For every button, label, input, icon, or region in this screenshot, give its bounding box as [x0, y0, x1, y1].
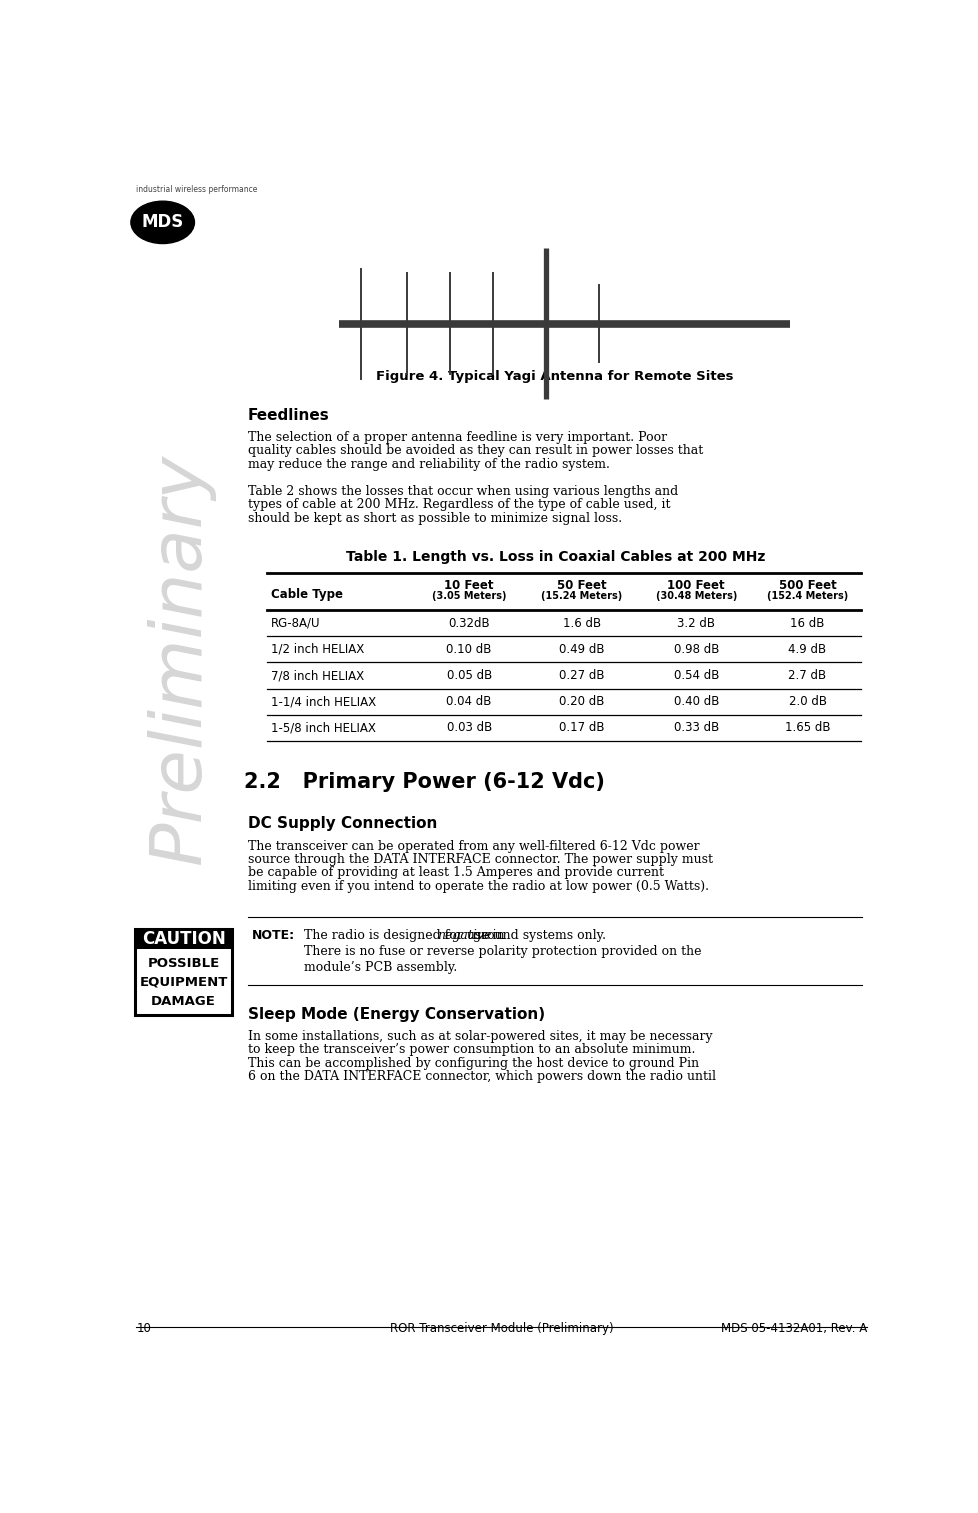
- Text: source through the DATA INTERFACE connector. The power supply must: source through the DATA INTERFACE connec…: [247, 853, 712, 865]
- Text: There is no fuse or reverse polarity protection provided on the: There is no fuse or reverse polarity pro…: [303, 946, 700, 958]
- Text: 100 Feet: 100 Feet: [667, 579, 725, 592]
- Text: should be kept as short as possible to minimize signal loss.: should be kept as short as possible to m…: [247, 511, 621, 525]
- Text: may reduce the range and reliability of the radio system.: may reduce the range and reliability of …: [247, 457, 609, 471]
- Ellipse shape: [131, 201, 195, 244]
- Text: Table 1. Length vs. Loss in Coaxial Cables at 200 MHz: Table 1. Length vs. Loss in Coaxial Cabl…: [345, 551, 764, 564]
- Text: MDS: MDS: [142, 213, 184, 231]
- Text: 1.6 dB: 1.6 dB: [562, 617, 600, 629]
- Text: 4.9 dB: 4.9 dB: [787, 643, 825, 655]
- Text: 0.33 dB: 0.33 dB: [673, 722, 718, 734]
- Text: (3.05 Meters): (3.05 Meters): [431, 592, 506, 601]
- Text: Cable Type: Cable Type: [271, 589, 343, 601]
- Text: 0.27 dB: 0.27 dB: [558, 669, 604, 682]
- Text: module’s PCB assembly.: module’s PCB assembly.: [303, 961, 457, 974]
- Text: In some installations, such as at solar-powered sites, it may be necessary: In some installations, such as at solar-…: [247, 1030, 712, 1042]
- Text: 1/2 inch HELIAX: 1/2 inch HELIAX: [271, 643, 364, 655]
- Text: 3.2 dB: 3.2 dB: [677, 617, 715, 629]
- Bar: [135, 929, 232, 949]
- Text: ground systems only.: ground systems only.: [468, 929, 605, 943]
- Text: 2.2   Primary Power (6-12 Vdc): 2.2 Primary Power (6-12 Vdc): [244, 772, 604, 791]
- Text: 0.04 dB: 0.04 dB: [446, 694, 491, 708]
- Text: 0.03 dB: 0.03 dB: [446, 722, 491, 734]
- Text: 7/8 inch HELIAX: 7/8 inch HELIAX: [271, 669, 364, 682]
- Text: (152.4 Meters): (152.4 Meters): [766, 592, 847, 601]
- Text: NOTE:: NOTE:: [251, 929, 294, 943]
- Text: ROR Transceiver Module (Preliminary): ROR Transceiver Module (Preliminary): [389, 1322, 613, 1334]
- Text: 10 Feet: 10 Feet: [444, 579, 493, 592]
- Text: Table 2 shows the losses that occur when using various lengths and: Table 2 shows the losses that occur when…: [247, 486, 678, 498]
- Text: to keep the transceiver’s power consumption to an absolute minimum.: to keep the transceiver’s power consumpt…: [247, 1042, 694, 1056]
- Text: limiting even if you intend to operate the radio at low power (0.5 Watts).: limiting even if you intend to operate t…: [247, 881, 708, 893]
- Text: Sleep Mode (Energy Conservation): Sleep Mode (Energy Conservation): [247, 1006, 545, 1021]
- Bar: [135, 929, 232, 1015]
- Text: 0.17 dB: 0.17 dB: [558, 722, 604, 734]
- Text: 2.0 dB: 2.0 dB: [787, 694, 825, 708]
- Text: 1-1/4 inch HELIAX: 1-1/4 inch HELIAX: [271, 694, 376, 708]
- Text: Figure 4. Typical Yagi Antenna for Remote Sites: Figure 4. Typical Yagi Antenna for Remot…: [377, 371, 734, 383]
- Text: 0.20 dB: 0.20 dB: [558, 694, 604, 708]
- Text: types of cable at 200 MHz. Regardless of the type of cable used, it: types of cable at 200 MHz. Regardless of…: [247, 498, 670, 511]
- Text: RG-8A/U: RG-8A/U: [271, 617, 321, 629]
- Text: negative: negative: [436, 929, 491, 943]
- Text: industrial wireless performance: industrial wireless performance: [136, 185, 257, 194]
- Text: (30.48 Meters): (30.48 Meters): [655, 592, 736, 601]
- Text: 0.05 dB: 0.05 dB: [446, 669, 491, 682]
- Text: be capable of providing at least 1.5 Amperes and provide current: be capable of providing at least 1.5 Amp…: [247, 867, 663, 879]
- Text: The selection of a proper antenna feedline is very important. Poor: The selection of a proper antenna feedli…: [247, 431, 666, 443]
- Text: 2.7 dB: 2.7 dB: [787, 669, 825, 682]
- Text: CAUTION: CAUTION: [142, 930, 225, 947]
- Text: 6 on the DATA INTERFACE connector, which powers down the radio until: 6 on the DATA INTERFACE connector, which…: [247, 1070, 715, 1083]
- Text: POSSIBLE
EQUIPMENT
DAMAGE: POSSIBLE EQUIPMENT DAMAGE: [139, 956, 228, 1008]
- Text: quality cables should be avoided as they can result in power losses that: quality cables should be avoided as they…: [247, 445, 702, 457]
- Text: 0.40 dB: 0.40 dB: [673, 694, 718, 708]
- Text: 10: 10: [136, 1322, 151, 1334]
- Text: 0.98 dB: 0.98 dB: [673, 643, 718, 655]
- Text: 16 dB: 16 dB: [789, 617, 823, 629]
- Text: Feedlines: Feedlines: [247, 407, 330, 422]
- Text: (15.24 Meters): (15.24 Meters): [541, 592, 622, 601]
- Text: The radio is designed for use in: The radio is designed for use in: [303, 929, 508, 943]
- Text: 1.65 dB: 1.65 dB: [784, 722, 829, 734]
- Text: 0.10 dB: 0.10 dB: [446, 643, 491, 655]
- Text: 50 Feet: 50 Feet: [556, 579, 606, 592]
- Text: MDS 05-4132A01, Rev. A: MDS 05-4132A01, Rev. A: [720, 1322, 867, 1334]
- Text: 0.32dB: 0.32dB: [448, 617, 489, 629]
- Text: 0.54 dB: 0.54 dB: [673, 669, 718, 682]
- Text: DC Supply Connection: DC Supply Connection: [247, 817, 437, 832]
- Text: Preliminary: Preliminary: [146, 454, 215, 865]
- Text: The transceiver can be operated from any well-filtered 6-12 Vdc power: The transceiver can be operated from any…: [247, 840, 699, 852]
- Text: 1-5/8 inch HELIAX: 1-5/8 inch HELIAX: [271, 722, 376, 734]
- Text: This can be accomplished by configuring the host device to ground Pin: This can be accomplished by configuring …: [247, 1056, 698, 1070]
- Text: 500 Feet: 500 Feet: [778, 579, 835, 592]
- Text: 0.49 dB: 0.49 dB: [558, 643, 604, 655]
